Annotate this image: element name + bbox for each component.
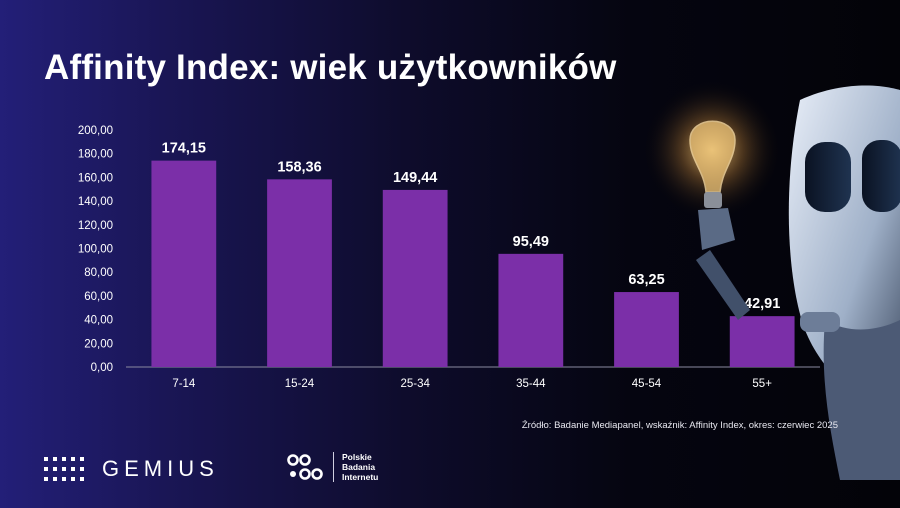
- x-tick-label: 7-14: [172, 378, 196, 390]
- y-tick-label: 140,00: [78, 196, 113, 208]
- y-tick-label: 80,00: [84, 267, 113, 279]
- value-label: 42,91: [744, 296, 780, 312]
- y-tick-label: 60,00: [84, 291, 113, 303]
- bar-25-34: [382, 189, 448, 367]
- x-tick-label: 45-54: [632, 378, 662, 390]
- y-tick-label: 20,00: [84, 338, 113, 350]
- pbi-wordmark: Polskie Badania Internetu: [342, 452, 378, 482]
- pbi-logo: Polskie Badania Internetu: [285, 452, 378, 482]
- value-label: 95,49: [513, 234, 549, 250]
- pbi-line-2: Badania: [342, 462, 376, 472]
- gemius-wordmark: GEMIUS: [102, 456, 219, 481]
- value-labels: 174,15 158,36 149,44 95,49 63,25 42,91: [162, 141, 781, 313]
- y-tick-label: 100,00: [78, 244, 113, 256]
- bar-15-24: [267, 179, 332, 367]
- bar-chart: 0,00 20,00 40,00 60,00 80,00 100,00 120,00 140,…: [78, 125, 820, 390]
- y-tick-label: 40,00: [84, 315, 113, 327]
- robot-lightbulb-illustration: [642, 80, 900, 480]
- chart-title: Affinity Index: wiek użytkowników: [44, 48, 617, 87]
- value-label: 158,36: [277, 159, 321, 175]
- y-axis-ticks: 0,00 20,00 40,00 60,00 80,00 100,00 120,00 140,…: [78, 125, 113, 374]
- y-tick-label: 180,00: [78, 149, 113, 161]
- bars: [151, 160, 795, 367]
- y-tick-label: 200,00: [78, 125, 113, 137]
- bar-45-54: [614, 292, 679, 367]
- y-tick-label: 0,00: [91, 362, 113, 374]
- value-label: 174,15: [162, 141, 206, 157]
- gemius-dots-icon: [44, 457, 84, 481]
- bar-7-14: [151, 160, 217, 367]
- x-tick-label: 35-44: [516, 378, 546, 390]
- x-axis-labels: 7-14 15-24 25-34 35-44 45-54 55+: [172, 378, 772, 390]
- x-tick-label: 15-24: [285, 378, 315, 390]
- gemius-logo: GEMIUS: [44, 456, 219, 482]
- x-tick-label: 25-34: [400, 378, 430, 390]
- bar-35-44: [498, 253, 564, 367]
- pbi-line-1: Polskie: [342, 452, 372, 462]
- pbi-circles-icon: [287, 454, 323, 480]
- value-label: 63,25: [628, 272, 664, 288]
- value-label: 149,44: [393, 170, 437, 186]
- y-tick-label: 120,00: [78, 220, 113, 232]
- source-note: Źródło: Badanie Mediapanel, wskaźnik: Af…: [521, 420, 838, 431]
- bar-55+: [729, 316, 795, 367]
- y-tick-label: 160,00: [78, 172, 113, 184]
- pbi-line-3: Internetu: [342, 472, 379, 482]
- x-tick-label: 55+: [752, 378, 772, 390]
- pbi-divider: [333, 452, 334, 482]
